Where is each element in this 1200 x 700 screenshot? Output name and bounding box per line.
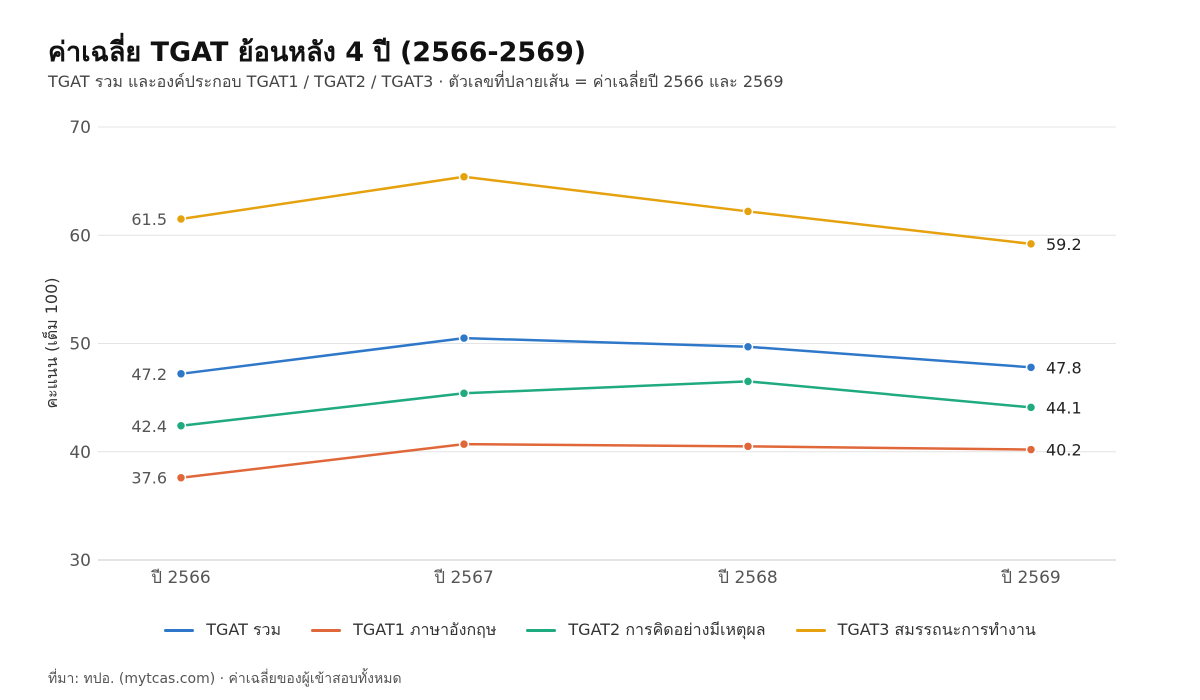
- data-label: 59.2: [1046, 235, 1082, 254]
- x-tick-label: ปี 2566: [150, 568, 210, 588]
- data-point: [1025, 362, 1037, 373]
- series-line: [180, 175, 1032, 246]
- series-line: [180, 442, 1032, 479]
- legend-label: TGAT1 ภาษาอังกฤษ: [353, 620, 497, 639]
- data-point: [458, 438, 470, 450]
- chart-title: ค่าเฉลี่ย TGAT ย้อนหลัง 4 ปี (2566-2569): [48, 37, 587, 68]
- y-tick-label: 60: [69, 226, 91, 246]
- data-point: [175, 420, 187, 432]
- data-label: 47.8: [1046, 358, 1082, 377]
- y-axis-label: คะแนน (เต็ม 100): [41, 277, 61, 408]
- legend-label: TGAT2 การคิดอย่างมีเหตุผล: [568, 620, 766, 639]
- data-label: 61.5: [131, 210, 167, 229]
- legend-swatch: [164, 629, 195, 632]
- data-point: [175, 472, 187, 483]
- y-tick-label: 40: [69, 443, 91, 463]
- data-point: [1025, 402, 1037, 413]
- data-point: [458, 332, 470, 344]
- legend: TGAT รวม TGAT1 ภาษาอังกฤษ TGAT2 การคิดอย่า…: [0, 618, 1200, 643]
- x-tick-label: ปี 2567: [433, 568, 493, 588]
- data-point: [1025, 444, 1037, 455]
- data-point: [458, 171, 470, 183]
- data-label: 47.2: [131, 365, 167, 384]
- legend-item: TGAT1 ภาษาอังกฤษ: [311, 618, 496, 643]
- x-tick-labels: ปี 2566 ปี 2567 ปี 2568 ปี 2569: [150, 568, 1060, 588]
- y-tick-labels: 30 40 50 60 70: [69, 118, 91, 571]
- data-point: [742, 341, 754, 352]
- legend-label: TGAT รวม: [206, 620, 282, 639]
- legend-swatch: [526, 629, 557, 632]
- data-label: 42.4: [131, 417, 167, 436]
- end-value-labels: 47.2 47.8 37.6 40.2 42.4 44.1 61.5 59.2: [131, 210, 1081, 488]
- legend-label: TGAT3 สมรรถนะการทำงาน: [837, 620, 1036, 639]
- series-line: [180, 380, 1032, 428]
- legend-item: TGAT2 การคิดอย่างมีเหตุผล: [526, 618, 766, 643]
- source-caption: ที่มา: ทปอ. (mytcas.com) · ค่าเฉลี่ยของผ…: [48, 671, 402, 687]
- x-tick-label: ปี 2568: [717, 568, 777, 588]
- y-tick-label: 30: [69, 551, 91, 571]
- legend-swatch: [795, 629, 826, 632]
- legend-swatch: [311, 629, 342, 632]
- data-point: [742, 376, 754, 387]
- data-point: [175, 213, 187, 225]
- data-label: 44.1: [1046, 398, 1082, 417]
- x-tick-label: ปี 2569: [1000, 568, 1060, 588]
- data-point: [175, 368, 187, 380]
- y-tick-label: 50: [69, 335, 91, 355]
- data-label: 40.2: [1046, 441, 1082, 460]
- data-point: [742, 441, 754, 452]
- data-point: [458, 388, 470, 399]
- data-point: [1025, 238, 1037, 250]
- series-line: [180, 336, 1032, 376]
- series-lines: [175, 171, 1037, 483]
- legend-item: TGAT รวม: [164, 618, 281, 643]
- legend-item: TGAT3 สมรรถนะการทำงาน: [795, 618, 1036, 643]
- data-label: 37.6: [131, 469, 167, 488]
- y-tick-label: 70: [69, 118, 91, 138]
- data-point: [742, 206, 754, 217]
- chart-subtitle: TGAT รวม และองค์ประกอบ TGAT1 / TGAT2 / T…: [48, 72, 784, 91]
